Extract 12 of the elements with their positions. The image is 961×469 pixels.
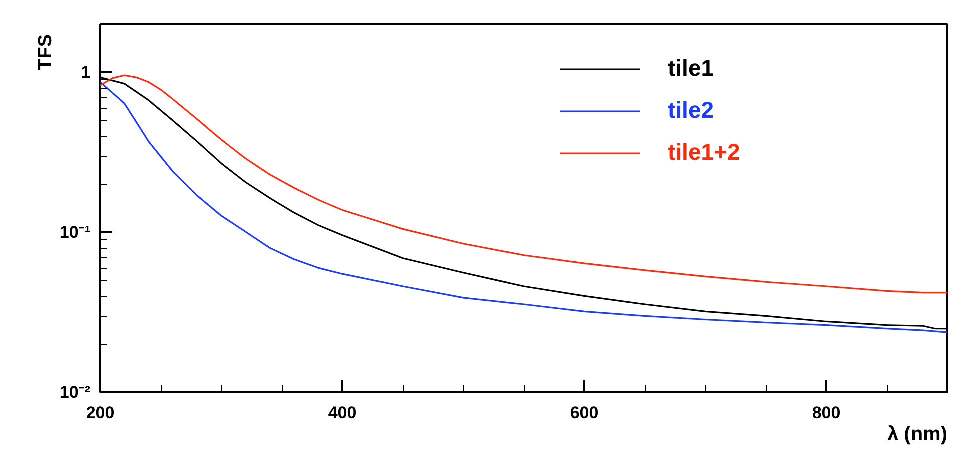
legend-label: tile1 [668, 55, 714, 82]
x-tick-label: 800 [812, 404, 841, 422]
y-tick-label: 10⁻¹ [60, 223, 91, 242]
legend-label: tile1+2 [668, 139, 740, 166]
y-axis-title: TFS [36, 34, 56, 70]
x-tick-label: 200 [86, 404, 115, 422]
x-axis-title: λ (nm) [888, 424, 948, 446]
y-tick-label: 1 [81, 63, 91, 82]
y-tick-label: 10⁻² [60, 383, 91, 402]
x-tick-label: 400 [328, 404, 357, 422]
x-tick-label: 600 [570, 404, 599, 422]
legend-label: tile2 [668, 97, 714, 124]
